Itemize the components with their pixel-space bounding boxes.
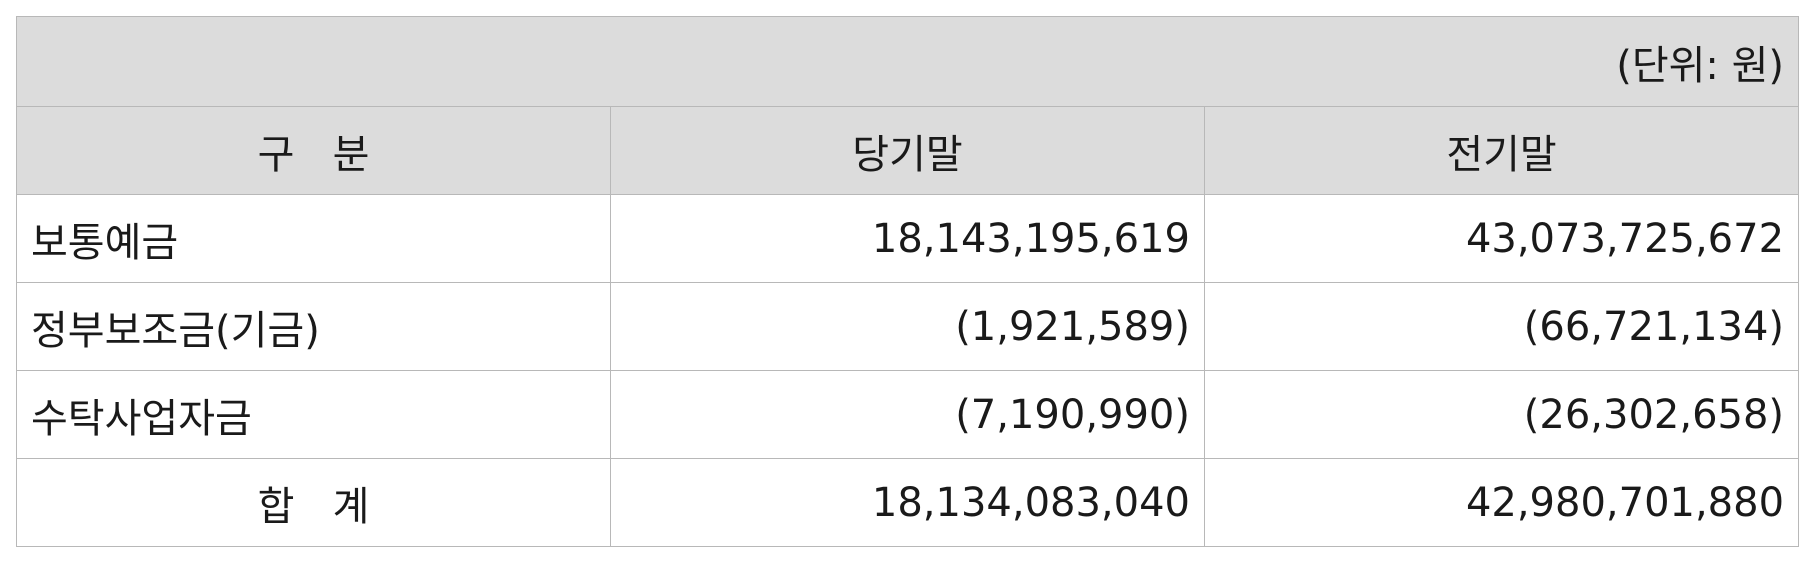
total-current-value: 18,134,083,040 (611, 459, 1205, 547)
table-row: 수탁사업자금 (7,190,990) (26,302,658) (17, 371, 1799, 459)
header-previous-period: 전기말 (1205, 107, 1799, 195)
table-row: 정부보조금(기금) (1,921,589) (66,721,134) (17, 283, 1799, 371)
row-label: 보통예금 (17, 195, 611, 283)
cash-table-container: (단위: 원) 구 분 당기말 전기말 보통예금 18,143,195,619 … (16, 16, 1798, 547)
header-category: 구 분 (17, 107, 611, 195)
row-current-value: 18,143,195,619 (611, 195, 1205, 283)
row-current-value: (7,190,990) (611, 371, 1205, 459)
table-row: 보통예금 18,143,195,619 43,073,725,672 (17, 195, 1799, 283)
unit-row: (단위: 원) (17, 17, 1799, 107)
row-previous-value: (66,721,134) (1205, 283, 1799, 371)
cash-breakdown-table: (단위: 원) 구 분 당기말 전기말 보통예금 18,143,195,619 … (16, 16, 1799, 547)
row-label: 정부보조금(기금) (17, 283, 611, 371)
row-label: 수탁사업자금 (17, 371, 611, 459)
row-previous-value: (26,302,658) (1205, 371, 1799, 459)
header-row: 구 분 당기말 전기말 (17, 107, 1799, 195)
unit-label: (단위: 원) (17, 17, 1799, 107)
header-current-period: 당기말 (611, 107, 1205, 195)
total-previous-value: 42,980,701,880 (1205, 459, 1799, 547)
row-previous-value: 43,073,725,672 (1205, 195, 1799, 283)
total-label: 합 계 (17, 459, 611, 547)
total-row: 합 계 18,134,083,040 42,980,701,880 (17, 459, 1799, 547)
row-current-value: (1,921,589) (611, 283, 1205, 371)
